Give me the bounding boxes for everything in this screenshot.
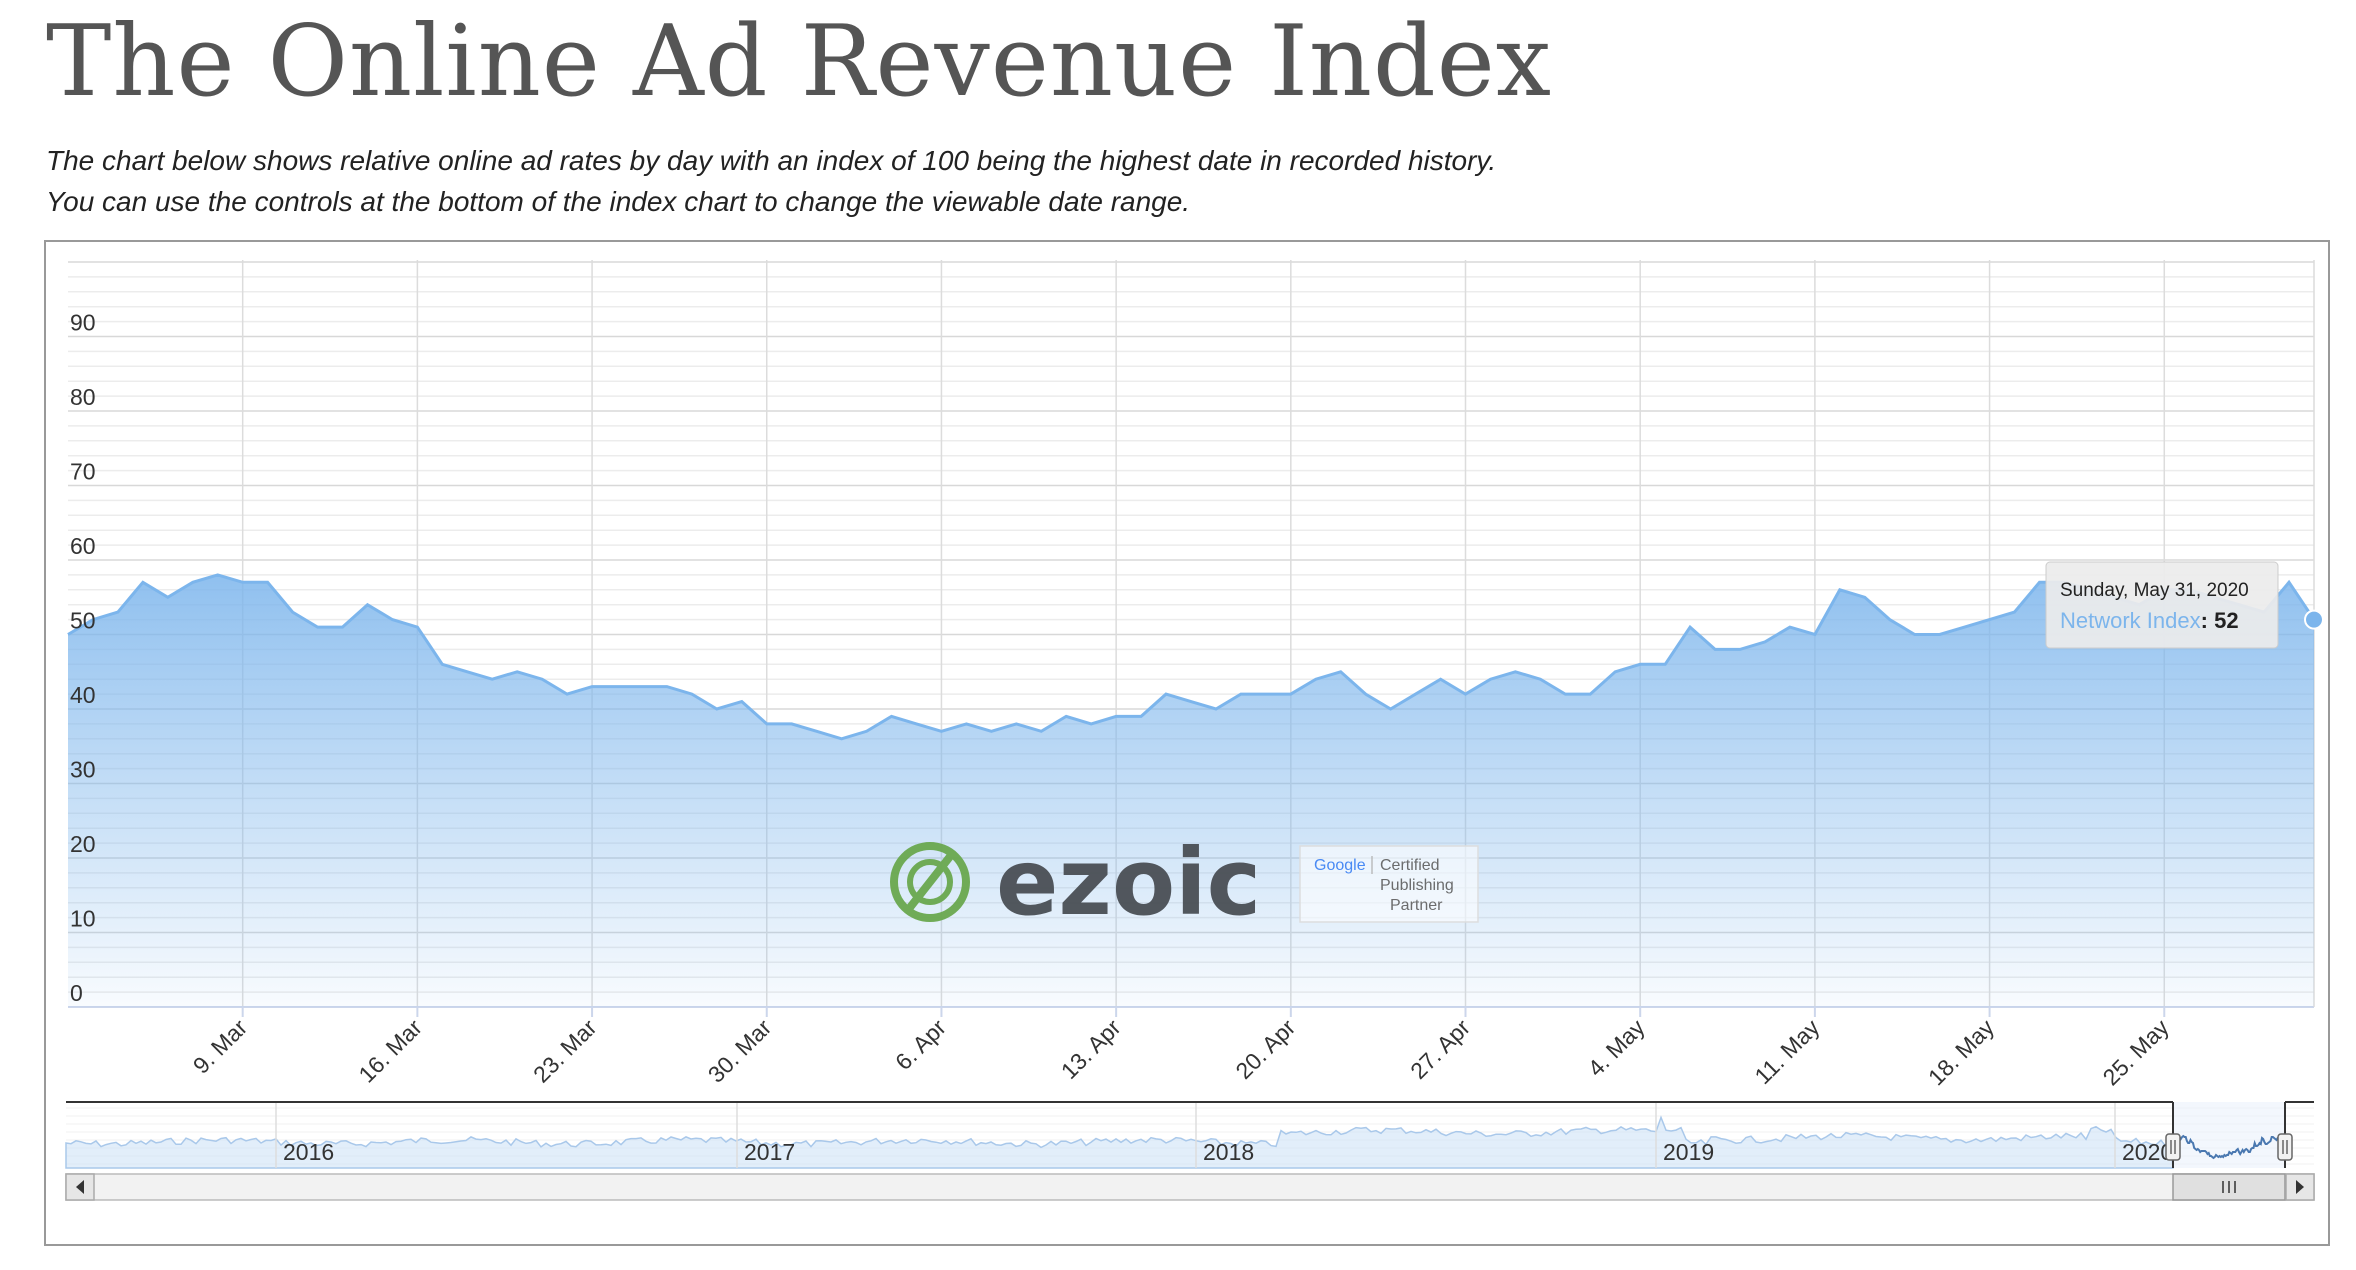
scroll-right-button[interactable] xyxy=(2285,1173,2315,1201)
tooltip-series-name: Network Index xyxy=(2060,608,2201,633)
x-axis: 9. Mar 16. Mar 23. Mar 30. Mar 6. Apr 13. Apr… xyxy=(188,1007,2174,1090)
chart-container: 0 10 20 30 40 50 60 70 80 90 9. Mar 16. Mar 23. Mar… xyxy=(44,240,2330,1246)
y-tick-label: 50 xyxy=(70,608,96,634)
badge-line-2: Publishing xyxy=(1380,877,1454,894)
range-navigator[interactable]: 2016 2017 2018 2019 2020 xyxy=(65,1101,2314,1169)
x-tick-label: 6. Apr xyxy=(890,1014,951,1075)
ezoic-logo-icon xyxy=(890,842,970,922)
tooltip-date: Sunday, May 31, 2020 xyxy=(2060,580,2249,601)
navigator-year-label: 2017 xyxy=(744,1139,795,1165)
scrollbar[interactable] xyxy=(65,1173,2315,1201)
badge-google-text: Google xyxy=(1314,857,1366,874)
navigator-year-label: 2020 xyxy=(2122,1139,2173,1165)
y-tick-label: 20 xyxy=(70,831,96,857)
navigator-selected-series xyxy=(2175,1133,2286,1160)
x-tick-label: 27. Apr xyxy=(1405,1014,1475,1084)
chart-svg: 0 10 20 30 40 50 60 70 80 90 9. Mar 16. Mar 23. Mar… xyxy=(65,260,2324,1201)
y-tick-label: 70 xyxy=(70,459,96,485)
x-tick-label: 23. Mar xyxy=(528,1014,602,1088)
x-tick-label: 13. Apr xyxy=(1056,1014,1126,1084)
x-tick-label: 4. May xyxy=(1583,1014,1651,1082)
intro-line-2: You can use the controls at the bottom o… xyxy=(46,186,1191,217)
y-tick-label: 0 xyxy=(70,980,83,1006)
navigator-year-label: 2018 xyxy=(1203,1139,1254,1165)
navigator-year-label: 2019 xyxy=(1663,1139,1714,1165)
y-tick-label: 10 xyxy=(70,906,96,932)
series-area-fill xyxy=(68,574,2314,1007)
arrow-right-icon xyxy=(2296,1180,2304,1194)
x-tick-label: 25. May xyxy=(2098,1014,2175,1091)
x-tick-label: 18. May xyxy=(1923,1014,2000,1091)
tooltip: Sunday, May 31, 2020 Network Index: 52 xyxy=(2045,561,2279,649)
series-line xyxy=(67,573,2316,741)
tooltip-box xyxy=(2045,561,2279,649)
certified-badge xyxy=(1299,845,1479,923)
y-tick-label: 60 xyxy=(70,533,96,559)
x-tick-label: 11. May xyxy=(1749,1014,1824,1089)
navigator-series xyxy=(65,1115,2174,1169)
navigator-handle-right[interactable] xyxy=(2277,1133,2293,1161)
tooltip-series-line: Network Index: 52 xyxy=(2060,608,2239,633)
scrollbar-thumb[interactable] xyxy=(2172,1173,2286,1201)
intro-line-1: The chart below shows relative online ad… xyxy=(46,145,1497,176)
hover-marker xyxy=(2304,609,2324,630)
x-tick-label: 16. Mar xyxy=(353,1014,427,1088)
scrollbar-track[interactable] xyxy=(65,1173,2315,1201)
y-tick-label: 90 xyxy=(70,310,96,336)
hover-marker-layer xyxy=(2304,609,2324,630)
ezoic-watermark: ezoic Google Certified Publishing Partne… xyxy=(890,829,1479,936)
intro-text: The chart below shows relative online ad… xyxy=(46,140,1496,222)
y-axis: 0 10 20 30 40 50 60 70 80 90 xyxy=(70,310,96,1007)
navigator-handle-left[interactable] xyxy=(2165,1133,2181,1161)
y-tick-label: 40 xyxy=(70,682,96,708)
y-tick-label: 80 xyxy=(70,384,96,410)
x-tick-label: 20. Apr xyxy=(1230,1014,1300,1084)
navigator-year-label: 2016 xyxy=(283,1139,334,1165)
navigator-year-labels: 2016 2017 2018 2019 2020 xyxy=(275,1102,2173,1168)
navigator-selected-range[interactable] xyxy=(2173,1102,2285,1168)
badge-line-3: Partner xyxy=(1390,897,1443,914)
y-tick-label: 30 xyxy=(70,757,96,783)
arrow-left-icon xyxy=(76,1180,84,1194)
badge-line-1: Certified xyxy=(1380,857,1440,874)
series-area xyxy=(67,573,2316,1007)
ezoic-logo-text: ezoic xyxy=(996,829,1261,936)
tooltip-value: 52 xyxy=(2214,608,2238,633)
scroll-left-button[interactable] xyxy=(65,1173,95,1201)
x-tick-label: 30. Mar xyxy=(703,1014,777,1088)
x-tick-label: 9. Mar xyxy=(188,1014,253,1079)
page-title: The Online Ad Revenue Index xyxy=(46,5,1553,119)
